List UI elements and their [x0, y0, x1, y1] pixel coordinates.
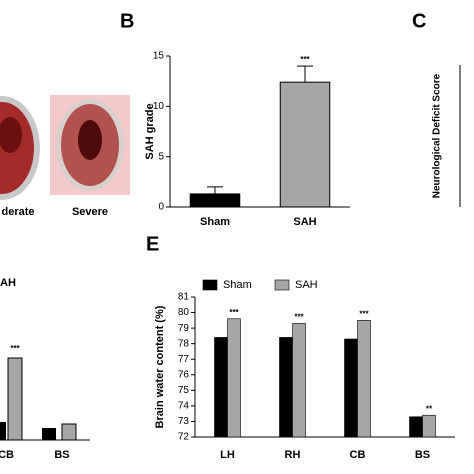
significance: ***	[359, 309, 369, 318]
x-tick-label: Sham	[200, 216, 230, 228]
x-tick-label: LH	[220, 449, 235, 461]
brain-photo-right	[50, 95, 130, 195]
legend-swatch	[274, 279, 290, 291]
y-tick-label: 78	[178, 338, 190, 349]
significance: ***	[294, 313, 304, 322]
bar	[227, 318, 241, 438]
y-tick-label: 72	[178, 432, 190, 443]
bar-fragment	[0, 422, 6, 440]
significance: ***	[229, 308, 239, 317]
y-axis-label: Neurological Deficit Score	[432, 73, 443, 198]
legend-label: SAH	[295, 279, 318, 291]
bar	[422, 414, 436, 438]
x-tick-label: CB	[350, 449, 366, 461]
significance: ***	[300, 55, 310, 64]
y-tick-label: 81	[178, 292, 190, 303]
significance: ***	[10, 344, 20, 353]
bar-fragment	[61, 423, 77, 441]
legend-fragment: AH	[0, 277, 16, 289]
y-tick-label: 77	[178, 354, 190, 365]
y-tick-label: 0	[158, 202, 164, 213]
brain-photo-left	[0, 96, 40, 200]
y-tick-label: 5	[158, 151, 164, 162]
bar	[189, 193, 241, 208]
panel-letter: C	[412, 10, 426, 32]
y-axis-label: SAH grade	[144, 103, 156, 159]
bar	[344, 338, 358, 438]
legend-swatch	[202, 279, 218, 291]
x-tick-label: RH	[285, 449, 301, 461]
x-tick-label: BS	[415, 449, 430, 461]
x-tick-label: CB	[0, 449, 14, 461]
y-tick-label: 73	[178, 416, 190, 427]
x-tick-label: BS	[54, 449, 69, 461]
bar-fragment	[42, 428, 56, 440]
panel-letter: E	[146, 233, 159, 255]
y-tick-label: 74	[178, 401, 190, 412]
bar	[214, 337, 228, 438]
y-tick-label: 76	[178, 369, 190, 380]
y-tick-label: 10	[153, 101, 165, 112]
significance: **	[426, 404, 433, 413]
image-caption: derate	[1, 206, 34, 218]
y-axis-label: Brain water content (%)	[154, 305, 166, 428]
bar-fragment	[7, 357, 23, 441]
bar	[292, 323, 306, 438]
bar	[409, 416, 423, 438]
panel-letter: B	[120, 10, 134, 32]
y-tick-label: 15	[153, 51, 165, 62]
legend-label: Sham	[223, 279, 252, 291]
bar	[357, 320, 371, 438]
y-tick-label: 75	[178, 385, 190, 396]
bar	[279, 337, 293, 438]
y-tick-label: 80	[178, 307, 190, 318]
y-tick-label: 79	[178, 323, 190, 334]
x-tick-label: SAH	[293, 216, 316, 228]
bar	[279, 81, 331, 208]
image-caption: Severe	[72, 206, 108, 218]
